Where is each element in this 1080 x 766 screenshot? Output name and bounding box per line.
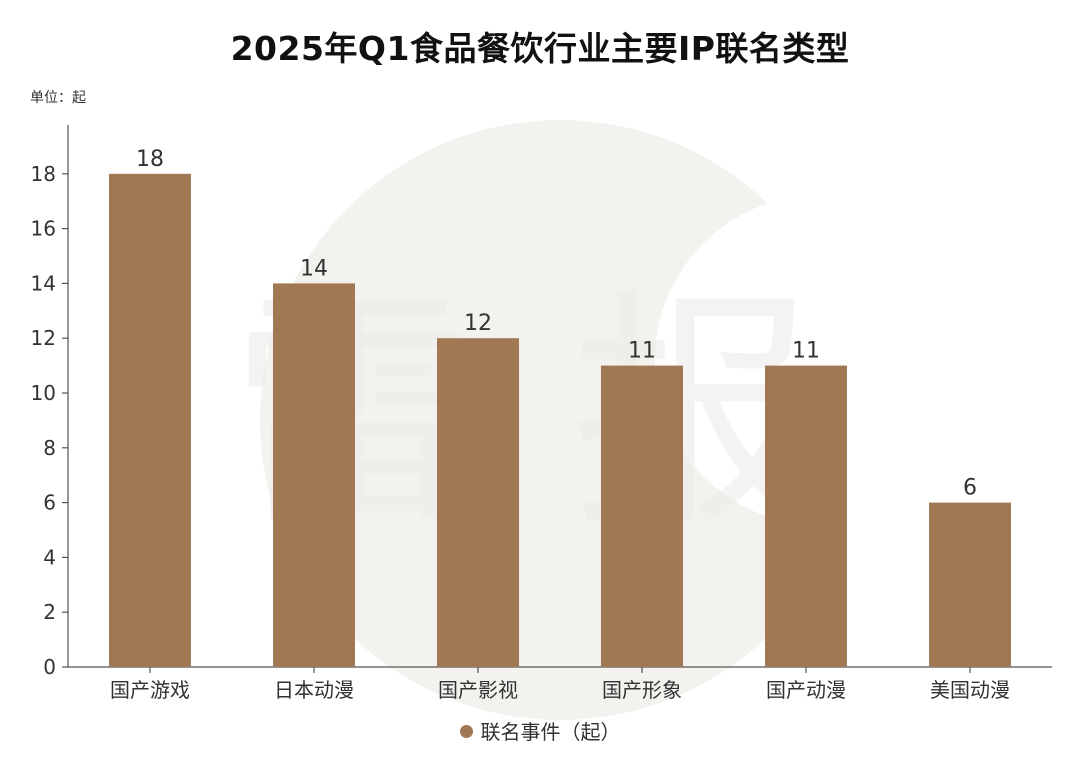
data-label: 14 — [300, 256, 328, 281]
y-tick-label: 8 — [43, 436, 56, 460]
data-label: 11 — [628, 339, 656, 364]
y-tick-label: 6 — [43, 491, 56, 515]
y-tick-label: 12 — [31, 326, 56, 350]
bar[interactable] — [601, 365, 683, 667]
y-tick-label: 4 — [43, 545, 56, 569]
legend: 联名事件（起） — [0, 716, 1080, 745]
chart-title: 2025年Q1食品餐饮行业主要IP联名类型 — [230, 29, 850, 68]
y-tick-label: 10 — [31, 381, 56, 405]
y-axis: 0 2 4 6 8 10 12 14 16 18 — [31, 162, 68, 679]
data-label: 12 — [464, 311, 492, 336]
y-tick-label: 0 — [43, 655, 56, 679]
bars: 18 国产游戏 14 日本动漫 12 国产影视 11 国产形象 11 国产动漫 6 美国动漫 — [109, 147, 1011, 702]
data-label: 18 — [136, 147, 164, 172]
x-tick-label: 日本动漫 — [274, 678, 354, 702]
bar[interactable] — [273, 283, 355, 667]
x-tick-label: 国产游戏 — [110, 678, 190, 702]
bar[interactable] — [765, 365, 847, 667]
x-tick-label: 国产动漫 — [766, 678, 846, 702]
bar[interactable] — [109, 173, 191, 668]
legend-swatch — [459, 725, 473, 738]
y-tick-label: 14 — [31, 271, 56, 295]
y-tick-label: 18 — [31, 162, 56, 186]
legend-label: 联名事件（起） — [480, 720, 621, 744]
unit-label: 单位：起 — [30, 90, 86, 106]
x-tick-label: 国产影视 — [438, 678, 518, 702]
y-tick-label: 2 — [43, 600, 56, 624]
x-tick-label: 国产形象 — [602, 678, 682, 702]
x-tick-label: 美国动漫 — [930, 678, 1010, 702]
bar[interactable] — [929, 502, 1011, 667]
bar[interactable] — [437, 338, 519, 667]
data-label: 11 — [792, 339, 820, 364]
watermark-circle-cutout — [655, 195, 985, 525]
data-label: 6 — [963, 476, 977, 501]
y-tick-label: 16 — [31, 217, 56, 241]
